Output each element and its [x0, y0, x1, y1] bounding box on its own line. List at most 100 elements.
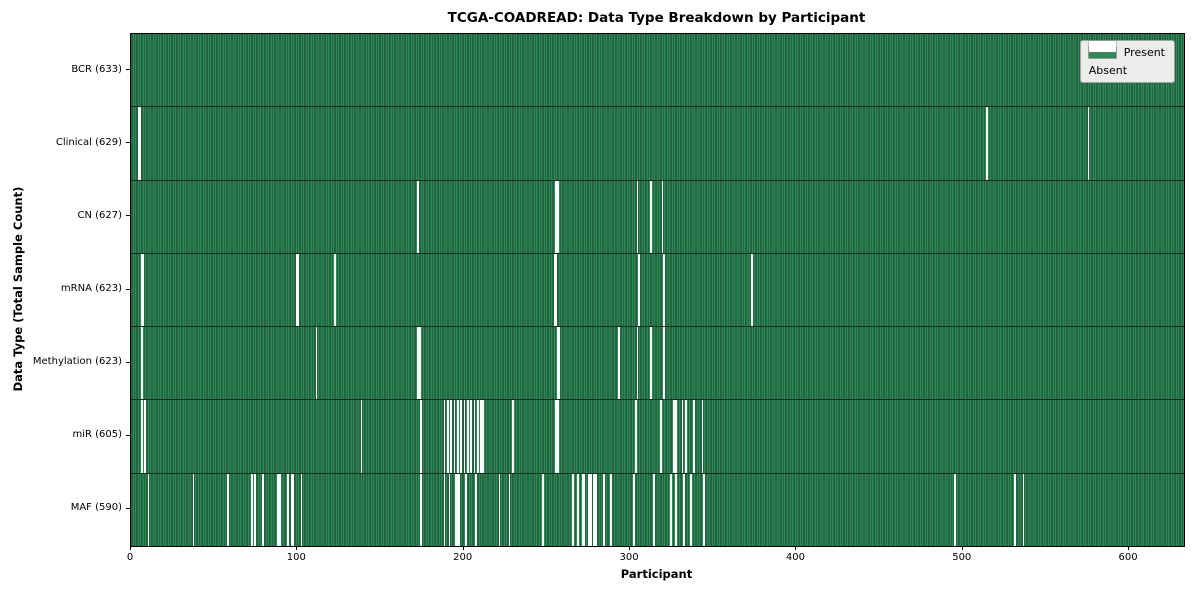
y-tick-label-cn: CN (627) — [77, 209, 122, 221]
absent-mark — [556, 180, 559, 253]
absent-mark — [250, 473, 253, 546]
absent-mark — [555, 253, 557, 327]
absent-mark — [595, 473, 597, 546]
x-tick-label-200: 200 — [453, 552, 473, 563]
absent-mark — [650, 327, 652, 400]
absent-mark — [583, 473, 586, 546]
absent-mark — [986, 107, 988, 180]
y-tick-mark — [126, 69, 130, 71]
heatmap-row-cn — [131, 180, 1184, 254]
absent-mark — [417, 180, 419, 253]
absent-mark — [751, 253, 754, 327]
y-tick-mark — [126, 215, 130, 217]
y-tick-label-mir: miR (605) — [72, 429, 122, 441]
y-tick-mark — [126, 288, 130, 290]
absent-mark — [1014, 473, 1017, 546]
absent-mark — [638, 253, 641, 327]
x-tick-mark — [462, 546, 464, 550]
absent-mark — [458, 473, 461, 546]
absent-mark — [684, 400, 687, 473]
absent-mark — [555, 180, 557, 253]
absent-mark — [227, 473, 230, 546]
heatmap-row-bcr — [131, 34, 1184, 108]
absent-mark — [290, 473, 293, 546]
absent-mark — [1022, 473, 1025, 546]
y-tick-mark — [126, 361, 130, 363]
absent-mark — [287, 473, 290, 546]
legend-absent-label: Absent — [1088, 64, 1128, 77]
y-tick-mark — [126, 142, 130, 144]
absent-mark — [463, 400, 466, 473]
y-tick-label-methylation: Methylation (623) — [32, 356, 122, 368]
absent-mark — [443, 400, 446, 473]
x-tick-label-0: 0 — [126, 552, 134, 563]
absent-mark — [420, 400, 423, 473]
absent-mark — [420, 473, 423, 546]
absent-mark — [689, 473, 692, 546]
absent-mark — [556, 400, 559, 473]
legend: Present Absent — [1079, 40, 1175, 83]
x-tick-label-100: 100 — [286, 552, 306, 563]
absent-mark — [254, 473, 256, 546]
absent-mark — [473, 400, 476, 473]
absent-mark — [480, 400, 483, 473]
absent-mark — [140, 253, 143, 327]
absent-mark — [279, 473, 281, 546]
x-tick-label-300: 300 — [619, 552, 639, 563]
absent-mark — [447, 400, 449, 473]
absent-mark — [295, 253, 298, 327]
absent-mark — [277, 473, 280, 546]
heatmap-row-clinical — [131, 107, 1184, 181]
absent-mark — [659, 400, 662, 473]
y-tick-label-maf: MAF (590) — [70, 502, 122, 514]
absent-mark — [511, 400, 514, 473]
absent-mark — [139, 107, 142, 180]
heatmap-rows — [131, 34, 1184, 546]
absent-mark — [482, 400, 484, 473]
absent-mark — [553, 253, 556, 327]
y-tick-mark — [126, 434, 130, 436]
absent-mark — [457, 400, 459, 473]
legend-item-absent: Absent — [1088, 41, 1165, 77]
absent-mark — [693, 400, 695, 473]
absent-mark — [418, 327, 421, 400]
absent-mark — [448, 473, 451, 546]
absent-mark — [683, 473, 686, 546]
heatmap-row-mrna — [131, 253, 1184, 328]
x-tick-mark — [961, 546, 963, 550]
absent-mark — [137, 107, 140, 180]
absent-mark — [576, 473, 579, 546]
absent-mark — [333, 253, 336, 327]
x-tick-label-500: 500 — [952, 552, 972, 563]
absent-mark — [192, 473, 195, 546]
x-tick-mark — [795, 546, 797, 550]
absent-mark — [661, 180, 664, 253]
absent-mark — [470, 400, 473, 473]
absent-mark — [460, 400, 463, 473]
absent-mark — [663, 253, 666, 327]
absent-mark — [673, 400, 676, 473]
absent-mark — [455, 473, 458, 546]
y-tick-mark — [126, 507, 130, 509]
absent-mark — [465, 473, 468, 546]
absent-mark — [635, 400, 637, 473]
absent-mark — [144, 400, 147, 473]
absent-mark — [633, 473, 636, 546]
absent-mark — [467, 400, 469, 473]
absent-mark — [610, 473, 612, 546]
absent-mark — [477, 400, 479, 473]
absent-mark — [262, 473, 265, 546]
absent-mark — [588, 473, 591, 546]
heatmap-row-methylation — [131, 327, 1184, 401]
absent-mark — [954, 473, 957, 546]
absent-mark — [300, 473, 303, 546]
absent-mark — [475, 473, 478, 546]
absent-swatch-icon — [1088, 41, 1116, 52]
absent-mark — [140, 400, 143, 473]
heatmap-row-maf — [131, 473, 1184, 546]
absent-mark — [571, 473, 574, 546]
legend-item-present: Present — [1088, 46, 1165, 59]
absent-mark — [653, 473, 656, 546]
x-axis-label: Participant — [620, 567, 693, 581]
